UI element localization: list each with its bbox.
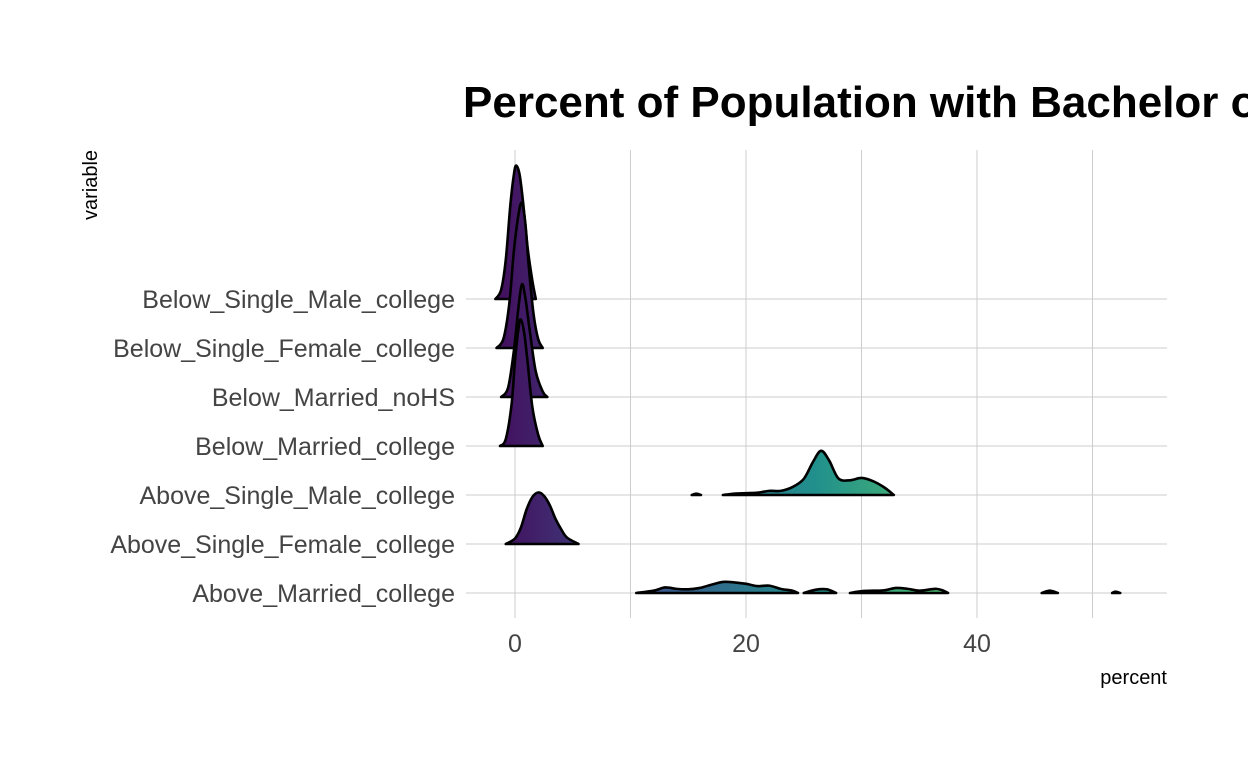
ridge-Above_Married_college	[634, 580, 800, 595]
category-label: Above_Single_Female_college	[110, 531, 455, 559]
ridge-Above_Single_Male_college	[690, 492, 703, 497]
ridge-Above_Single_Female_college	[504, 491, 580, 546]
ridge-Below_Married_college	[498, 318, 545, 448]
grid-lines	[466, 150, 1167, 618]
category-label: Below_Single_Male_college	[142, 286, 455, 314]
category-label: Below_Single_Female_college	[113, 335, 455, 363]
ridges	[494, 164, 1122, 595]
ridge-Above_Married_college	[802, 587, 838, 595]
y-axis-title: variable	[80, 150, 102, 220]
ridge-Below_Single_Female_college	[495, 201, 545, 350]
ridge-Above_Single_Male_college	[721, 449, 896, 497]
chart-title: Percent of Population with Bachelor or H…	[463, 78, 1248, 127]
x-tick-label: 0	[508, 630, 522, 658]
category-label: Below_Married_noHS	[212, 384, 455, 412]
x-tick-label: 40	[963, 630, 991, 658]
ridge-Above_Married_college	[1040, 589, 1060, 595]
category-label: Above_Single_Male_college	[139, 482, 455, 510]
category-label: Below_Married_college	[195, 433, 455, 461]
x-tick-labels: 0 20 40	[508, 630, 991, 658]
ridge-Above_Married_college	[1110, 590, 1122, 595]
ridge-Above_Married_college	[848, 586, 950, 595]
x-tick-label: 20	[732, 630, 760, 658]
x-axis-title: percent	[1100, 667, 1167, 689]
category-label: Above_Married_college	[192, 580, 455, 608]
category-labels: Above_Married_college Above_Single_Female…	[110, 286, 455, 608]
